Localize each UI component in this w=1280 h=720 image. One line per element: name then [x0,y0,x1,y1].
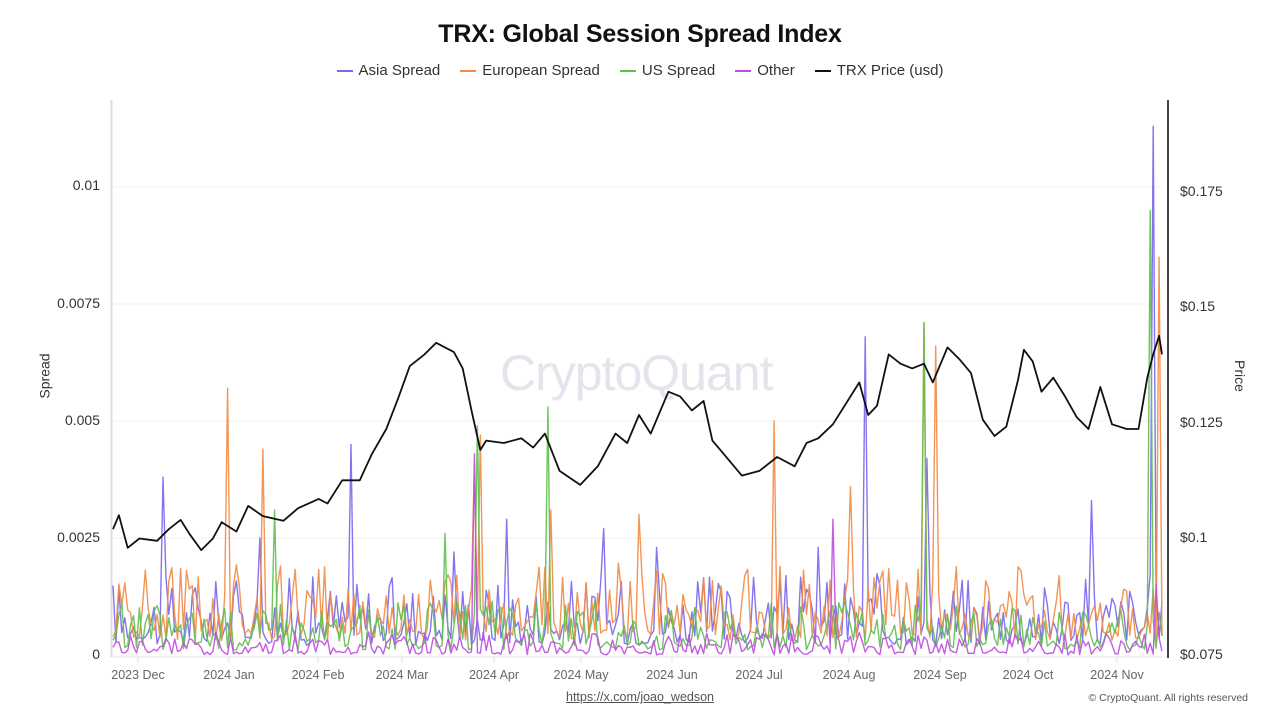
left-tick-3: 0.0075 [57,295,100,311]
series-line-asia-spread[interactable] [112,125,1163,647]
x-tick-jul: 2024 Jul [735,668,783,682]
left-tick-0: 0 [92,646,100,662]
x-tick-oct: 2024 Oct [1002,668,1054,682]
asia-spread-swatch-icon [336,69,353,72]
right-tick-3: $0.15 [1180,298,1216,314]
right-tick-4: $0.175 [1180,183,1223,199]
x-tick-nov: 2024 Nov [1090,668,1144,682]
left-tick-1: 0.0025 [57,529,100,545]
series-line-trx-price-usd[interactable] [112,334,1163,551]
author-link[interactable]: https://x.com/joao_wedson [566,690,714,704]
series-line-us-spread[interactable] [112,209,1163,651]
legend-label: Other [757,62,795,79]
right-tick-1: $0.1 [1180,529,1208,545]
x-tick-dec: 2023 Dec [111,668,165,682]
legend-label: US Spread [641,62,716,79]
legend-label: Asia Spread [358,62,441,79]
chart-title: TRX: Global Session Spread Index [438,20,842,48]
legend-label: European Spread [482,62,600,79]
x-tick-aug: 2024 Aug [822,668,876,682]
legend-item-us-spread[interactable]: US Spread [619,62,716,79]
x-tick-jun: 2024 Jun [646,668,698,682]
legend-item-trx-price[interactable]: TRX Price (usd) [814,62,944,79]
footer: https://x.com/joao_wedson [0,690,1280,704]
legend: Asia Spread European Spread US Spread Ot… [0,62,1280,79]
legend-label: TRX Price (usd) [836,62,944,79]
left-tick-2: 0.005 [64,412,100,428]
legend-item-european-spread[interactable]: European Spread [460,62,600,79]
x-tick-may: 2024 May [553,668,609,682]
other-swatch-icon [735,69,752,72]
european-spread-swatch-icon [460,69,477,72]
left-tick-4: 0.01 [72,177,100,193]
x-tick-apr: 2024 Apr [468,668,520,682]
right-tick-2: $0.125 [1180,414,1223,430]
left-axis-title: Spread [36,353,53,399]
series-line-other[interactable] [112,453,1163,656]
series-line-european-spread[interactable] [112,256,1163,642]
x-tick-feb: 2024 Feb [291,668,345,682]
copyright-notice: © CryptoQuant. All rights reserved [1088,692,1248,704]
right-axis-title: Price [1231,360,1248,392]
x-tick-mar: 2024 Mar [375,668,429,682]
right-tick-0: $0.075 [1180,646,1223,662]
legend-item-asia-spread[interactable]: Asia Spread [336,62,441,79]
x-tick-jan: 2024 Jan [203,668,255,682]
trx-price-swatch-icon [814,69,831,72]
legend-item-other[interactable]: Other [735,62,795,79]
us-spread-swatch-icon [619,69,636,72]
x-tick-sep: 2024 Sep [913,668,967,682]
